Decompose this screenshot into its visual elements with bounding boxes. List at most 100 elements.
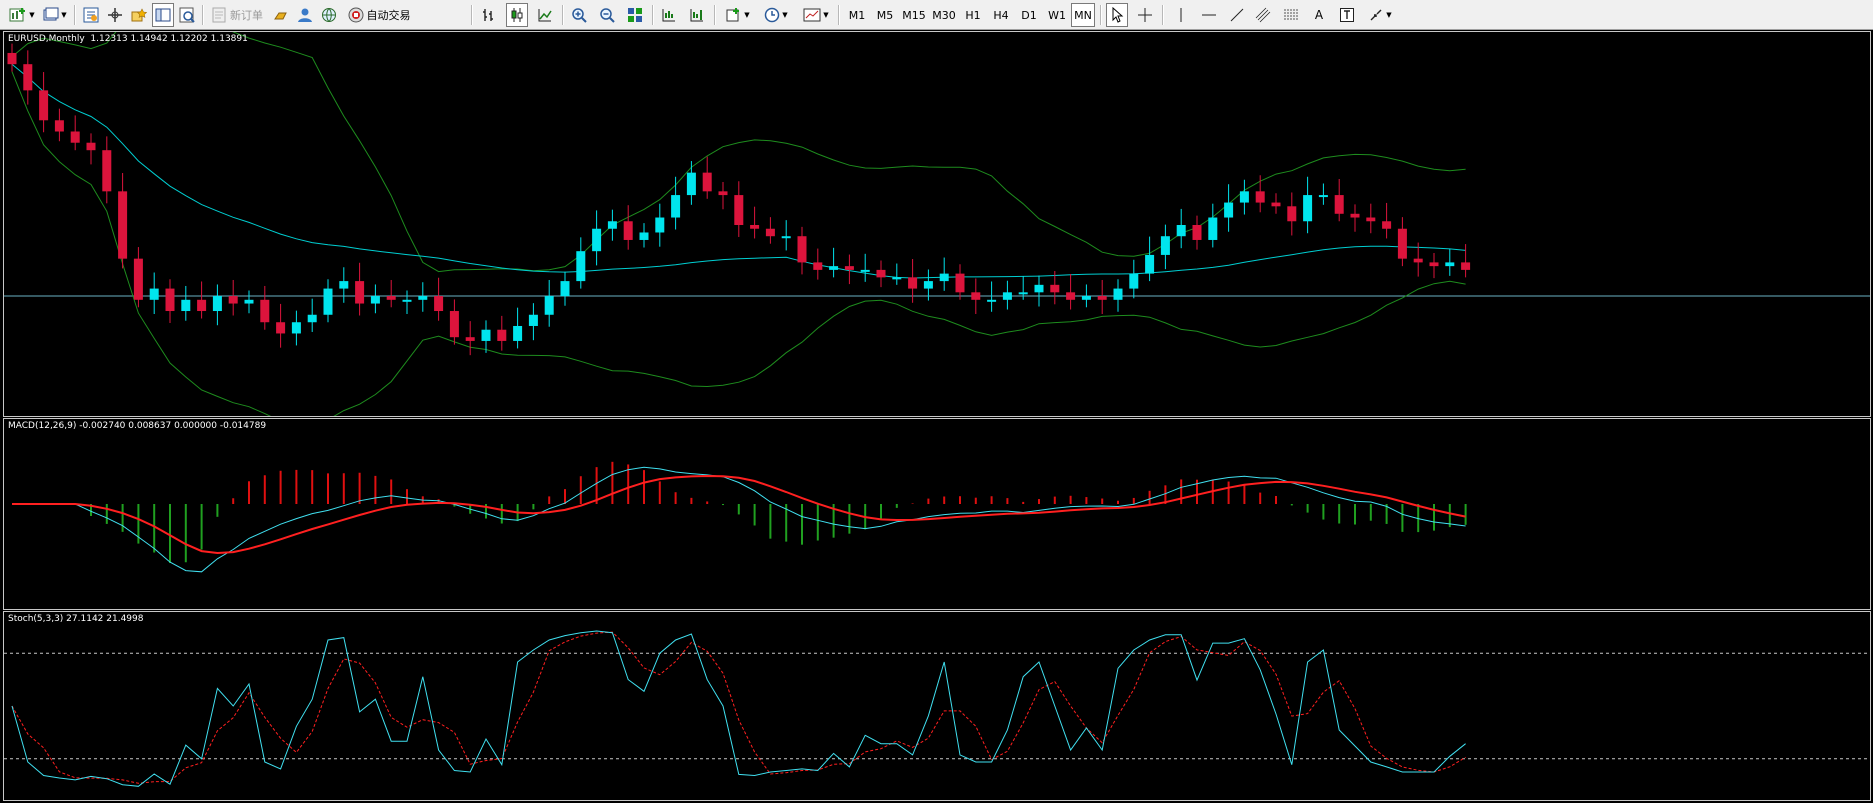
candle-body xyxy=(1224,202,1234,218)
candle-body xyxy=(781,236,791,239)
trend-line-button[interactable] xyxy=(1226,3,1248,27)
macd-main-line xyxy=(12,466,1466,573)
candle-body xyxy=(829,266,839,270)
zoom-out-button[interactable] xyxy=(596,3,618,27)
candle-body xyxy=(386,296,396,300)
auto-trading-icon xyxy=(348,7,363,23)
globe-icon xyxy=(322,8,336,22)
line-chart-icon xyxy=(538,9,552,22)
new-chart-button[interactable]: ▼ xyxy=(6,3,38,27)
new-order-button[interactable]: 新订单 xyxy=(208,3,266,27)
timeframe-w1[interactable]: W1 xyxy=(1048,8,1066,22)
candle-body xyxy=(844,266,854,270)
candle-body xyxy=(734,195,744,225)
moving-average-line xyxy=(11,63,1466,279)
fibonacci-button[interactable] xyxy=(1280,3,1302,27)
indicators-button[interactable]: ▼ xyxy=(720,3,756,27)
candle-body xyxy=(339,281,349,289)
candle-body xyxy=(592,228,602,252)
arrows-button[interactable]: ▼ xyxy=(1362,3,1398,27)
chart-shift-icon xyxy=(662,9,675,22)
crosshair-button[interactable] xyxy=(1134,3,1156,27)
timeframe-m5[interactable]: M5 xyxy=(876,8,894,22)
gold-button[interactable] xyxy=(270,3,292,27)
stochastic-panel[interactable]: Stoch(5,3,3) 27.1142 21.4998 xyxy=(3,611,1871,801)
text-button[interactable]: A xyxy=(1308,3,1330,27)
candle-body xyxy=(1050,284,1060,293)
candle-body xyxy=(228,296,238,304)
browser-button[interactable] xyxy=(318,3,340,27)
profiles-button[interactable]: ▼ xyxy=(40,3,70,27)
chart-shift-button[interactable] xyxy=(658,3,680,27)
macd-panel[interactable]: MACD(12,26,9) -0.002740 0.008637 0.00000… xyxy=(3,418,1871,610)
zoom-in-button[interactable] xyxy=(568,3,590,27)
candle-body xyxy=(576,251,586,282)
new-order-icon xyxy=(212,7,226,23)
candle-body xyxy=(987,299,997,302)
bar-chart-button[interactable] xyxy=(478,3,500,27)
candle-body xyxy=(23,64,33,91)
timeframe-m30[interactable]: M30 xyxy=(932,8,956,22)
macd-chart[interactable] xyxy=(4,419,1870,609)
candle-body xyxy=(276,322,286,334)
text-label-button[interactable] xyxy=(1336,3,1358,27)
candle-body xyxy=(923,281,933,289)
timeframe-h1[interactable]: H1 xyxy=(965,8,981,22)
main-toolbar: ▼ ▼ 新订单 自动交易 xyxy=(0,0,1873,30)
autoscroll-button[interactable] xyxy=(686,3,708,27)
terminal-button[interactable] xyxy=(152,3,174,27)
tile-windows-button[interactable] xyxy=(624,3,646,27)
channel-button[interactable] xyxy=(1252,3,1274,27)
auto-trading-button[interactable]: 自动交易 xyxy=(342,3,416,27)
market-watch-button[interactable] xyxy=(80,3,102,27)
fibonacci-icon xyxy=(1284,9,1298,20)
clock-icon xyxy=(765,7,780,23)
price-chart-panel[interactable]: EURUSD,Monthly 1.12313 1.14942 1.12202 1… xyxy=(3,31,1871,417)
periods-button[interactable]: ▼ xyxy=(760,3,792,27)
timeframe-h4[interactable]: H4 xyxy=(993,8,1009,22)
timeframe-mn[interactable]: MN xyxy=(1071,3,1095,27)
candle-body xyxy=(307,314,317,323)
stoch-signal-line xyxy=(11,631,1466,784)
timeframe-d1[interactable]: D1 xyxy=(1021,8,1037,22)
timeframe-m15[interactable]: M15 xyxy=(902,8,926,22)
navigator-button[interactable] xyxy=(104,3,126,27)
strategy-tester-icon xyxy=(179,7,195,23)
new-chart-icon xyxy=(9,8,26,22)
candle-body xyxy=(1303,195,1313,222)
candle-body xyxy=(1034,284,1044,293)
candle-body xyxy=(1318,195,1328,198)
candle-body xyxy=(323,288,333,315)
contact-button[interactable] xyxy=(294,3,316,27)
candle-body xyxy=(639,232,649,240)
candle-body xyxy=(1271,202,1281,207)
horizontal-line-button[interactable] xyxy=(1198,3,1220,27)
stochastic-chart[interactable] xyxy=(4,612,1870,800)
arrows-icon xyxy=(1370,9,1382,21)
chevron-down-icon: ▼ xyxy=(61,11,67,19)
chevron-down-icon: ▼ xyxy=(1386,11,1392,19)
candle-body xyxy=(212,296,222,312)
candle-body xyxy=(418,296,428,300)
candle-body xyxy=(465,337,475,341)
candlestick-chart-button[interactable] xyxy=(506,3,528,27)
cursor-button[interactable] xyxy=(1106,3,1128,27)
profiles-icon xyxy=(43,7,59,21)
candle-body xyxy=(1208,217,1218,240)
bar-chart-icon xyxy=(483,9,493,21)
timeframe-m1[interactable]: M1 xyxy=(848,8,866,22)
candle-body xyxy=(560,281,570,297)
candle-body xyxy=(797,236,807,263)
candle-body xyxy=(197,299,207,312)
candle-body xyxy=(102,150,112,192)
vertical-line-button[interactable] xyxy=(1170,3,1192,27)
templates-button[interactable]: ▼ xyxy=(798,3,834,27)
candle-body xyxy=(528,314,538,326)
auto-trading-label: 自动交易 xyxy=(366,9,411,22)
strategy-tester-button[interactable] xyxy=(176,3,198,27)
candle-body xyxy=(765,228,775,237)
favorites-button[interactable] xyxy=(128,3,150,27)
price-chart[interactable] xyxy=(4,32,1870,416)
candle-body xyxy=(813,262,823,270)
line-chart-button[interactable] xyxy=(534,3,556,27)
